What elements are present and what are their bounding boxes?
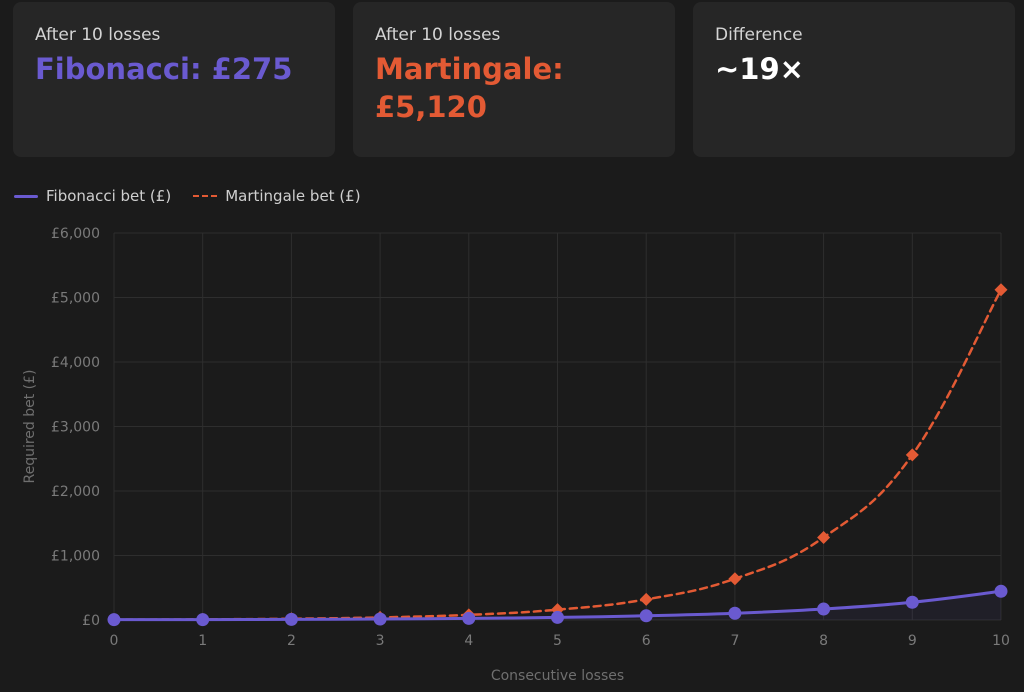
x-tick-label: 0 [110, 633, 119, 649]
fibonacci-point[interactable] [551, 610, 564, 624]
x-tick-label: 8 [819, 633, 828, 649]
x-tick-label: 9 [908, 633, 917, 649]
difference-card-label: Difference [715, 25, 803, 45]
x-tick-label: 6 [642, 633, 651, 649]
fibonacci-point[interactable] [994, 584, 1008, 598]
fibonacci-point[interactable] [196, 613, 210, 627]
x-tick-label: 4 [464, 633, 473, 649]
martingale-point[interactable] [994, 283, 1008, 297]
x-axis-title: Consecutive losses [491, 668, 624, 684]
x-tick-label: 10 [992, 633, 1010, 649]
x-tick-label: 5 [553, 633, 562, 649]
y-axis-ticks: £0 £1,000 £2,000 £3,000 £4,000 £5,000 £6,000 [51, 226, 100, 629]
legend-label-martingale: Martingale bet (£) [225, 187, 361, 205]
legend-label-fibonacci: Fibonacci bet (£) [46, 187, 172, 205]
x-axis-ticks: 0 1 2 3 4 5 6 7 8 9 10 [110, 633, 1010, 649]
legend-swatch-fibonacci [14, 194, 38, 198]
martingale-point[interactable] [817, 530, 831, 544]
martingale-point[interactable] [639, 592, 653, 606]
fibonacci-point[interactable] [107, 613, 121, 627]
fibonacci-summary-card: After 10 losses Fibonacci: £275 [13, 2, 335, 157]
martingale-card-value: Martingale: £5,120 [375, 52, 564, 124]
fibonacci-point[interactable] [728, 606, 742, 620]
series-layer [107, 283, 1008, 627]
y-tick-label: £0 [82, 613, 100, 629]
y-tick-label: £5,000 [51, 291, 100, 307]
fibonacci-point[interactable] [639, 609, 653, 623]
fibonacci-point[interactable] [462, 611, 476, 625]
legend-item-fibonacci[interactable]: Fibonacci bet (£) [14, 187, 171, 205]
difference-card-value: ~19× [715, 52, 804, 86]
legend-item-martingale[interactable]: Martingale bet (£) [193, 187, 361, 205]
fibonacci-point[interactable] [373, 612, 387, 626]
bet-growth-chart: £0 £1,000 £2,000 £3,000 £4,000 £5,000 £6,000 0… [22, 226, 1010, 684]
legend-swatch-martingale [193, 195, 218, 197]
fibonacci-card-label: After 10 losses [35, 25, 161, 45]
martingale-point[interactable] [728, 572, 742, 586]
fibonacci-point[interactable] [905, 595, 919, 609]
chart-legend: Fibonacci bet (£) Martingale bet (£) [14, 185, 361, 207]
martingale-summary-card: After 10 losses Martingale: £5,120 [353, 2, 675, 157]
martingale-card-label: After 10 losses [375, 25, 501, 45]
grid-lines [113, 232, 1002, 621]
x-tick-label: 1 [198, 633, 207, 649]
y-axis-title: Required bet (£) [22, 369, 38, 483]
fibonacci-card-value: Fibonacci: £275 [35, 52, 293, 86]
fibonacci-point[interactable] [284, 612, 298, 626]
y-tick-label: £2,000 [51, 484, 100, 500]
y-tick-label: £1,000 [51, 549, 100, 565]
y-tick-label: £4,000 [51, 355, 100, 371]
difference-summary-card: Difference ~19× [693, 2, 1015, 157]
x-tick-label: 7 [730, 633, 739, 649]
summary-cards: After 10 losses Fibonacci: £275 After 10… [13, 2, 1015, 157]
x-tick-label: 2 [287, 633, 296, 649]
x-tick-label: 3 [376, 633, 385, 649]
y-tick-label: £3,000 [51, 420, 100, 436]
fibonacci-point[interactable] [817, 602, 831, 616]
martingale-point[interactable] [905, 448, 919, 462]
y-tick-label: £6,000 [51, 226, 100, 242]
